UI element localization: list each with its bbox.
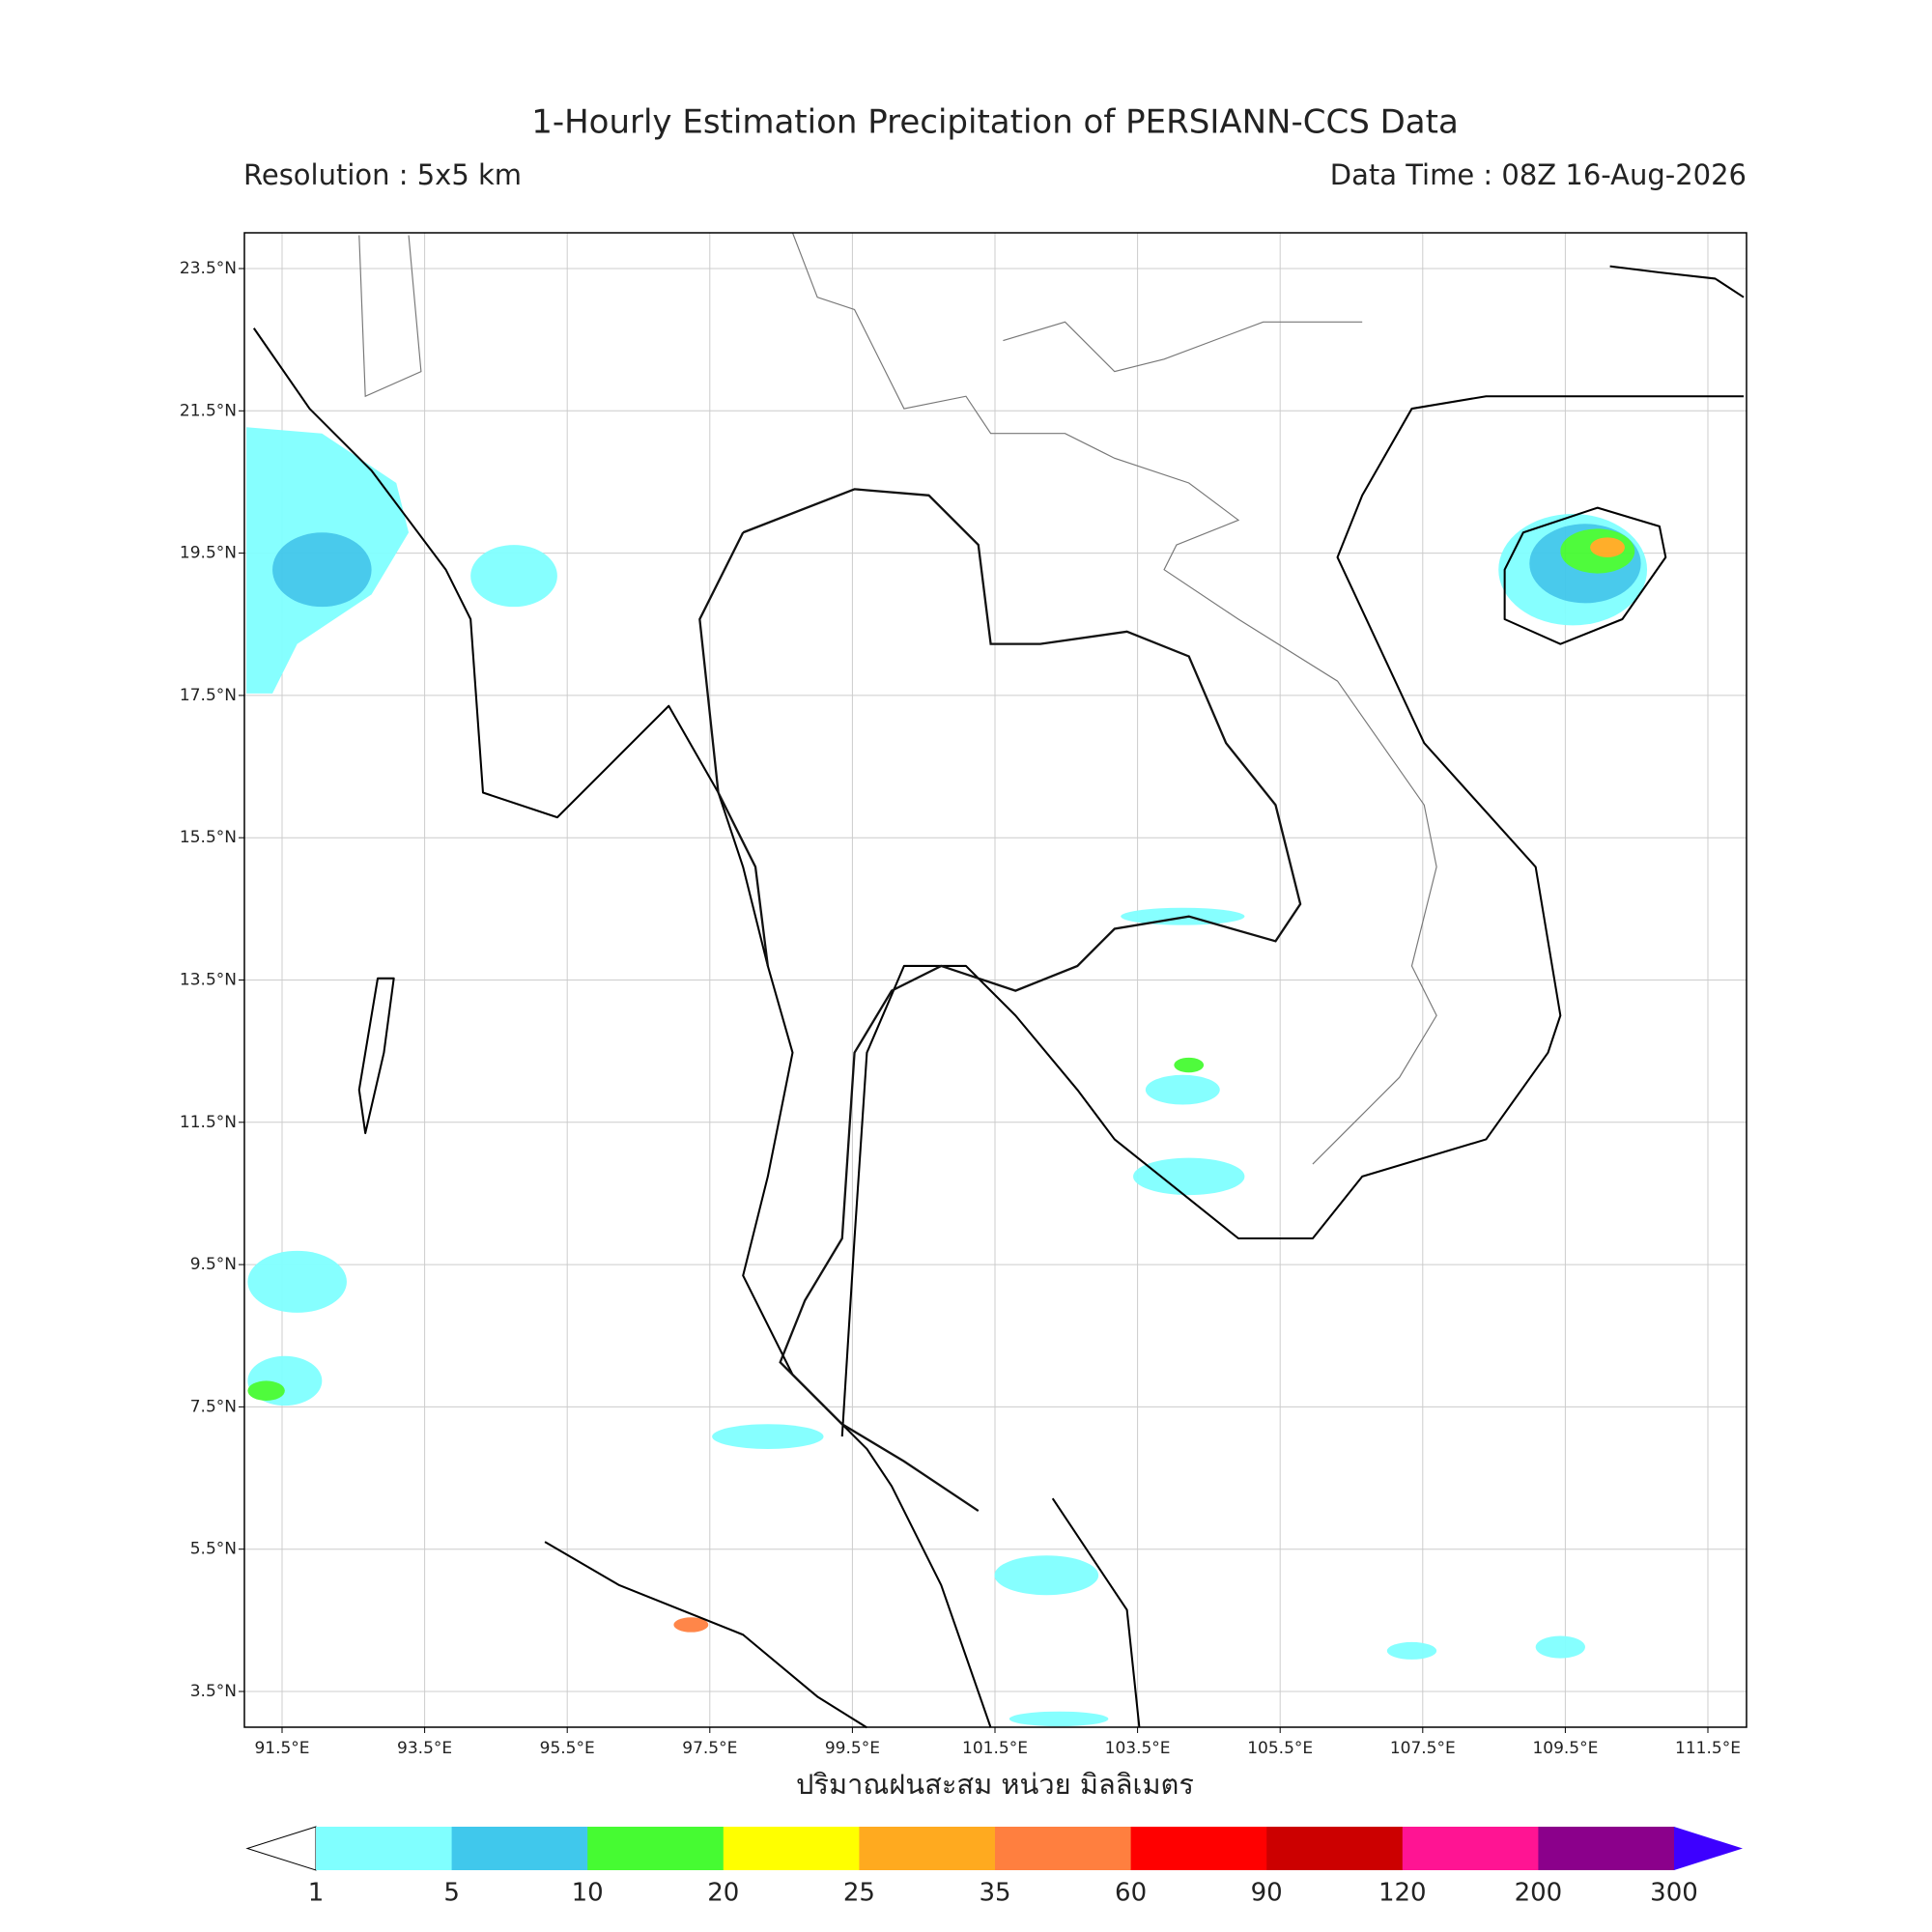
rain-area [673,1617,709,1633]
colorbar-label: 300 [1650,1879,1698,1908]
lat-label: 19.5°N [180,544,237,563]
lon-label: 93.5°E [397,1739,452,1758]
rain-area [1133,1157,1245,1196]
lon-label: 95.5°E [540,1739,595,1758]
lon-label: 97.5°E [682,1739,737,1758]
rain-area [247,1250,347,1313]
colorbar-label: 5 [443,1879,460,1908]
rain-area [994,1555,1099,1596]
lat-label: 3.5°N [190,1682,237,1701]
colorbar-segment [1538,1827,1675,1870]
lat-label: 11.5°N [180,1113,237,1132]
island [357,977,395,1135]
borders [358,232,1437,1513]
colorbar-label: 25 [843,1879,875,1908]
colorbar-label: 120 [1378,1879,1427,1908]
lon-label: 105.5°E [1247,1739,1313,1758]
rain-area [1535,1635,1585,1659]
colorbar-label: 200 [1515,1879,1563,1908]
lat-label: 23.5°N [180,259,237,278]
resolution: Resolution : 5x5 km [243,158,522,191]
rain-area [1590,537,1625,557]
colorbar-label: 20 [707,1879,739,1908]
title: 1-Hourly Estimation Precipitation of PER… [531,103,1459,142]
colorbar-segment [723,1827,860,1870]
colorbar-segment [587,1827,724,1870]
coastline [840,395,1745,1437]
axis-labels: 23.5°N 21.5°N 19.5°N 17.5°N 15.5°N 13.5°N 11.5… [180,259,1741,1758]
colorbar-under [245,1826,317,1871]
border [1003,321,1363,373]
rain-area [247,1380,285,1401]
x-axis-label: ปริมาณฝนสะสม หน่วย มิลลิเมตร [796,1768,1194,1801]
rain-area [1009,1711,1109,1727]
rain-area [1145,1074,1220,1105]
data-time: Data Time : 08Z 16-Aug-2026 [1330,158,1747,191]
lat-label: 15.5°N [180,828,237,847]
rain-area [470,545,557,608]
lat-label: 7.5°N [190,1397,237,1416]
lat-label: 17.5°N [180,686,237,705]
colorbar-segment [1266,1827,1404,1870]
border [791,232,1437,1165]
colorbar-segment [995,1827,1132,1870]
lon-label: 91.5°E [254,1739,309,1758]
coastline [1609,265,1745,298]
colorbar-segment [316,1827,453,1870]
country-border [698,488,1302,1513]
coastline [544,1541,867,1729]
lat-label: 5.5°N [190,1540,237,1559]
lon-label: 109.5°E [1532,1739,1598,1758]
map-layer [246,232,1745,1729]
rain-areas [246,427,1648,1727]
grid [244,233,1747,1727]
lon-label: 99.5°E [825,1739,880,1758]
lon-label: 107.5°E [1390,1739,1456,1758]
lat-label: 9.5°N [190,1255,237,1274]
colorbar-label: 35 [979,1879,1010,1908]
colorbar: 1 5 10 20 25 35 60 90 120 200 300 [245,1826,1743,1908]
border [358,235,422,398]
lon-label: 101.5°E [962,1739,1028,1758]
rain-area [1174,1057,1205,1073]
lat-label: 21.5°N [180,401,237,420]
rain-area [712,1424,824,1449]
rain-area [1386,1641,1437,1660]
coastline [1051,1497,1141,1728]
coastlines [252,265,1745,1729]
colorbar-segment [1402,1827,1539,1870]
colorbar-label: 10 [572,1879,604,1908]
rain-area [272,532,372,608]
lon-label: 103.5°E [1105,1739,1171,1758]
colorbar-label: 1 [308,1879,325,1908]
colorbar-segment [451,1827,588,1870]
colorbar-label: 90 [1251,1879,1283,1908]
colorbar-over [1674,1827,1743,1870]
lon-label: 111.5°E [1675,1739,1741,1758]
colorbar-segment [1130,1827,1267,1870]
colorbar-label: 60 [1115,1879,1147,1908]
lat-label: 13.5°N [180,971,237,990]
colorbar-segment [859,1827,996,1870]
island [1503,506,1667,645]
